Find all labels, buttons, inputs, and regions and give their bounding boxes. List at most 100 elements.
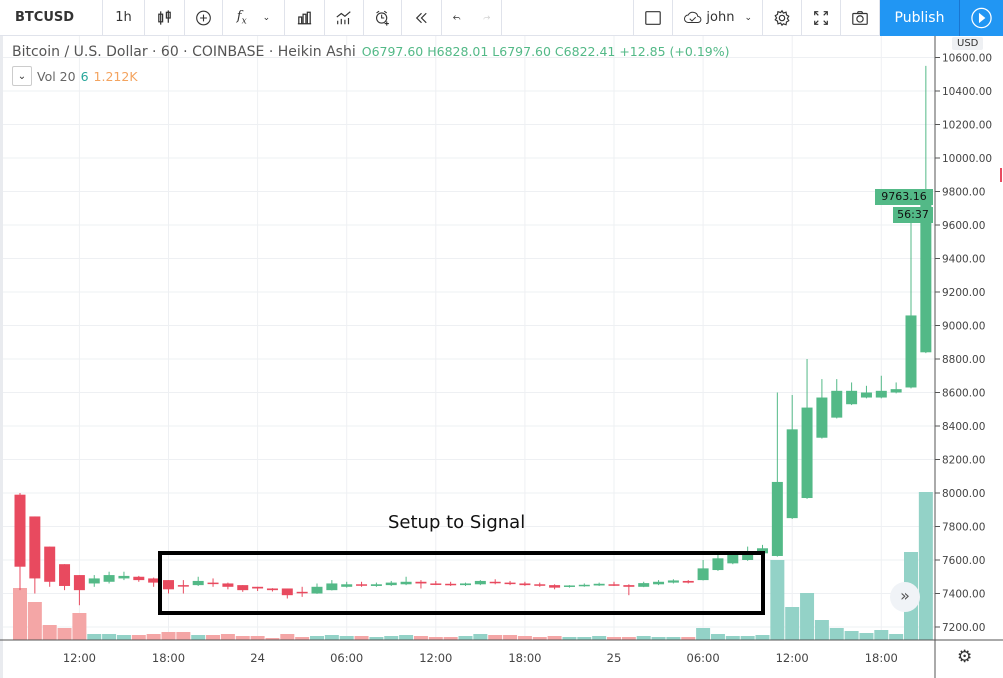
- compare-button[interactable]: [325, 0, 364, 36]
- candle-body: [237, 585, 249, 591]
- volume-bar: [146, 634, 161, 640]
- templates-button[interactable]: [285, 0, 325, 36]
- symbol-search[interactable]: BTCUSD: [0, 0, 103, 36]
- price-tick-label: 8200.00: [942, 455, 985, 467]
- volume-bar: [503, 635, 518, 640]
- volume-bar: [829, 628, 844, 640]
- plus-circle-icon: [196, 10, 211, 25]
- volume-bar: [413, 636, 428, 640]
- volume-legend: ⌄ Vol 20 6 1.212K: [12, 66, 138, 86]
- alert-icon: [375, 10, 389, 26]
- candle-body: [816, 397, 828, 438]
- candle-body: [103, 575, 115, 582]
- candle-body: [875, 390, 887, 398]
- candle-body: [341, 584, 353, 587]
- candle-body: [281, 588, 293, 596]
- volume-bar: [384, 636, 399, 640]
- interval-button[interactable]: 1h: [103, 0, 145, 36]
- volume-value-a: 6: [80, 68, 89, 84]
- volume-bar: [592, 636, 607, 640]
- add-symbol-button[interactable]: [185, 0, 223, 36]
- chart-type-button[interactable]: [145, 0, 185, 36]
- collapse-legend-button[interactable]: ⌄: [12, 66, 32, 86]
- candle-body: [831, 390, 843, 418]
- candle-body: [489, 581, 501, 584]
- redo-button[interactable]: [472, 0, 502, 36]
- volume-bar: [428, 637, 443, 640]
- candle-body: [370, 584, 382, 586]
- volume-bar: [532, 637, 547, 640]
- candle-body: [326, 583, 338, 591]
- volume-bar: [814, 620, 829, 640]
- volume-bar: [310, 636, 324, 640]
- volume-bar: [72, 613, 87, 640]
- volume-bar: [87, 634, 102, 640]
- bar-countdown-label: 56:37: [893, 207, 933, 223]
- annotation-rectangle[interactable]: [158, 551, 765, 615]
- candle-body: [118, 575, 130, 579]
- time-tick-label: 06:00: [687, 651, 720, 665]
- volume-bar: [161, 632, 176, 640]
- candle-body: [786, 429, 798, 519]
- volume-bar: [324, 635, 339, 640]
- user-menu[interactable]: john ⌄: [673, 0, 763, 36]
- candle-body: [920, 197, 932, 353]
- candle-body: [757, 548, 768, 554]
- replay-button[interactable]: [402, 0, 442, 36]
- time-tick-label: 12:00: [776, 651, 809, 665]
- time-tick-label: 18:00: [508, 651, 541, 665]
- series-legend: Bitcoin / U.S. Dollar · 60 · COINBASE · …: [12, 44, 730, 60]
- volume-bar: [57, 628, 72, 640]
- volume-bar: [577, 637, 592, 640]
- price-tick-label: 9200.00: [942, 287, 985, 299]
- candle-body: [148, 578, 160, 583]
- candle-body: [727, 554, 739, 564]
- price-tick-label: 7600.00: [942, 555, 985, 567]
- indicators-button[interactable]: fx ⌄: [223, 0, 285, 36]
- candle-body: [59, 564, 71, 586]
- alert-button[interactable]: [364, 0, 402, 36]
- candle-body: [207, 582, 219, 585]
- candle-body: [623, 585, 635, 587]
- go-live-button[interactable]: [960, 0, 1003, 36]
- price-tick-label: 10400.00: [942, 86, 992, 98]
- candle-body: [682, 580, 694, 583]
- time-tick-label: 18:00: [865, 651, 898, 665]
- chart-settings-gear-icon[interactable]: ⚙: [957, 647, 973, 667]
- volume-bar: [918, 492, 933, 640]
- time-tick-label: 18:00: [152, 651, 185, 665]
- volume-bar: [844, 631, 859, 640]
- candle-body: [29, 516, 41, 579]
- layout-button[interactable]: [633, 0, 673, 36]
- annotation-text[interactable]: Setup to Signal: [388, 512, 526, 533]
- candle-body: [356, 584, 368, 586]
- volume-bar: [443, 637, 458, 640]
- candle-body: [504, 582, 516, 585]
- candle-body: [534, 584, 546, 586]
- volume-bar: [191, 635, 206, 640]
- volume-bar: [399, 635, 414, 640]
- scroll-to-realtime-button[interactable]: »: [890, 582, 920, 612]
- volume-bar: [339, 636, 354, 640]
- settings-button[interactable]: [763, 0, 802, 36]
- snapshot-button[interactable]: [841, 0, 880, 36]
- volume-bar: [859, 633, 874, 640]
- templates-icon: [297, 11, 312, 24]
- time-tick-label: 06:00: [330, 651, 363, 665]
- candle-body: [890, 389, 902, 393]
- volume-bar: [889, 634, 904, 640]
- fullscreen-button[interactable]: [802, 0, 841, 36]
- candle-body: [445, 583, 457, 586]
- publish-button[interactable]: Publish: [880, 0, 960, 36]
- candle-body: [296, 591, 308, 594]
- volume-bar: [13, 588, 27, 640]
- candle-body: [88, 578, 100, 584]
- candle-body: [667, 580, 679, 583]
- undo-button[interactable]: [442, 0, 472, 36]
- volume-bar: [280, 634, 295, 640]
- candle-body: [801, 407, 813, 499]
- price-tick-label: 10200.00: [942, 120, 992, 132]
- candle-body: [252, 586, 264, 589]
- volume-bar: [874, 630, 889, 640]
